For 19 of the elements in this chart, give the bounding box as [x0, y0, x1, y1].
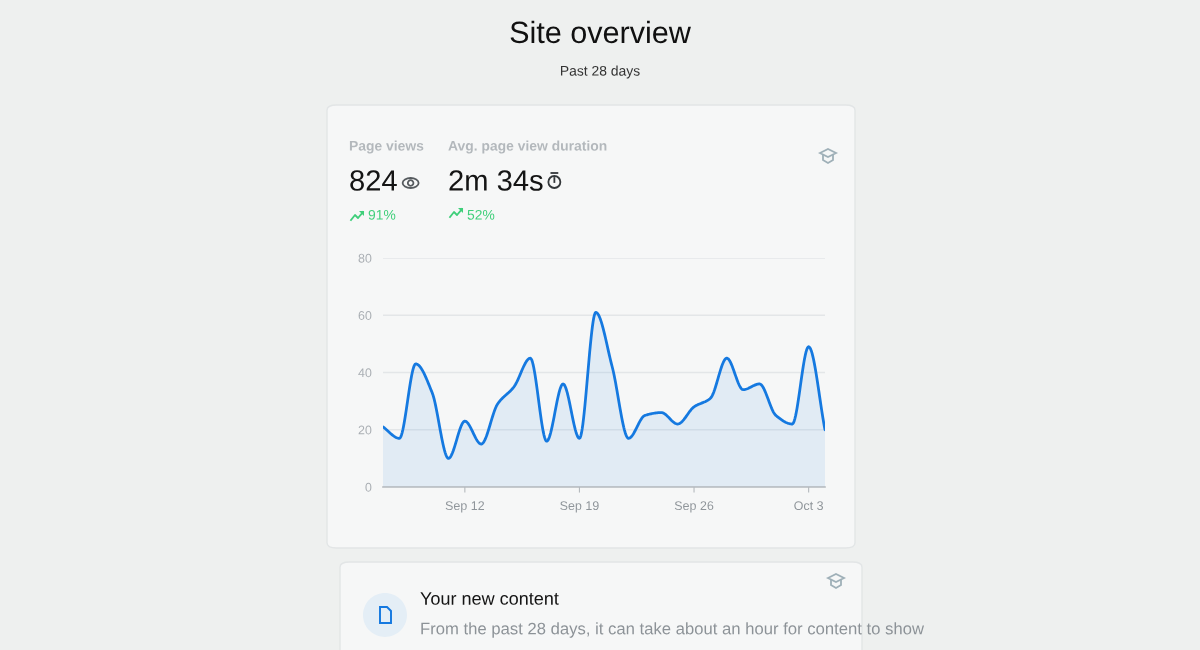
y-tick-label: 0 — [365, 482, 372, 492]
y-tick-label: 60 — [358, 311, 372, 320]
x-tick-label: Sep 26 — [674, 501, 714, 513]
y-tick-label: 20 — [358, 425, 372, 435]
text: 52% — [467, 209, 495, 220]
text: Avg. page view duration — [448, 140, 607, 154]
x-tick-label: Sep 12 — [445, 501, 485, 513]
x-tick-label: Sep 19 — [560, 501, 599, 513]
chart-title: Site overview — [510, 20, 691, 44]
text: From the past 28 days, it can take about an hour for content to show — [421, 622, 925, 638]
text: Page views — [349, 140, 424, 154]
text: 2m 34s — [449, 170, 543, 191]
text: 91% — [368, 209, 396, 220]
chart-subtitle: Past 28 days — [560, 65, 640, 79]
text: Your new content — [420, 592, 559, 605]
x-tick-label: Oct 3 — [794, 501, 824, 511]
y-tick-label: 40 — [358, 368, 372, 378]
text: 824 — [350, 170, 397, 191]
y-tick-label: 80 — [358, 253, 372, 263]
